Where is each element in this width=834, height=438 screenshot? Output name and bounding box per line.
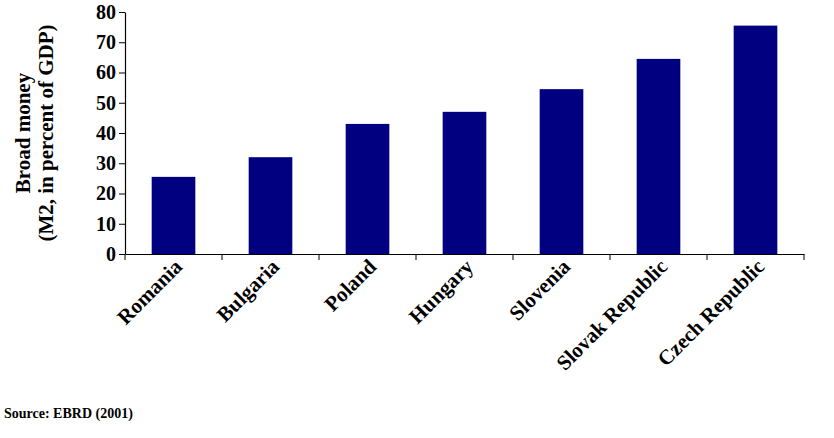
x-axis: Romania Bulgaria Poland Hungary SloveniaSlov…	[112, 254, 804, 375]
y-tick-mark	[119, 12, 125, 13]
plot: 0 10 20 30 40 50 60 70 80 Romania Bulgaria Poland Hu…	[96, 1, 805, 375]
bar	[346, 124, 390, 254]
bar	[734, 26, 778, 254]
y-tick: 80	[96, 1, 125, 23]
y-tick-mark	[119, 73, 125, 74]
bars	[152, 26, 778, 254]
bar	[540, 89, 584, 254]
category-divider	[804, 254, 805, 260]
x-tick: Slovenia	[504, 254, 575, 325]
x-tick: Bulgaria	[212, 254, 285, 327]
x-tick-label: Romania	[112, 254, 187, 329]
x-tick: Poland	[319, 254, 381, 316]
y-axis-title: Broad money(M2, in percent of GDP)	[11, 24, 58, 241]
x-tick: Hungary	[404, 254, 478, 328]
x-axis-line	[126, 254, 805, 255]
bar	[443, 112, 487, 254]
y-tick: 50	[96, 92, 125, 114]
y-tick: 40	[96, 122, 125, 144]
category-divider	[513, 254, 514, 260]
y-axis-line	[125, 13, 126, 255]
y-tick-label: 80	[96, 1, 116, 23]
x-tick: Slovak Republic	[551, 254, 672, 375]
bar	[152, 177, 196, 254]
y-tick: 0	[106, 243, 125, 265]
y-tick-label: 10	[96, 213, 116, 235]
chart: 0 10 20 30 40 50 60 70 80 Romania Bulgaria Poland Hu…	[0, 0, 834, 438]
y-tick: 30	[96, 152, 125, 174]
y-tick-label: 0	[106, 243, 116, 265]
category-divider	[319, 254, 320, 260]
y-tick-mark	[119, 254, 125, 255]
category-divider	[222, 254, 223, 260]
y-tick-mark	[119, 42, 125, 43]
category-divider	[416, 254, 417, 260]
source-note: Source: EBRD (2001)	[4, 406, 133, 422]
category-dividers	[125, 254, 804, 260]
category-divider	[125, 254, 126, 260]
y-tick-mark	[119, 194, 125, 195]
y-tick-mark	[119, 163, 125, 164]
x-tick-label: Slovenia	[504, 254, 575, 325]
y-tick: 70	[96, 31, 125, 53]
y-tick-mark	[119, 103, 125, 104]
y-tick-label: 30	[96, 152, 116, 174]
y-tick-label: 70	[96, 31, 116, 53]
x-tick: Czech Republic	[653, 254, 769, 371]
y-axis-title-line: (M2, in percent of GDP)	[34, 24, 58, 241]
y-tick: 60	[96, 61, 125, 83]
y-axis-title-line: Broad money	[11, 72, 35, 193]
y-tick-label: 40	[96, 122, 116, 144]
x-tick-label: Slovak Republic	[551, 255, 672, 376]
y-tick: 10	[96, 213, 125, 235]
x-tick-label: Poland	[319, 254, 381, 316]
y-axis: 0 10 20 30 40 50 60 70 80	[96, 1, 126, 265]
x-tick-label: Hungary	[404, 254, 478, 328]
y-tick: 20	[96, 182, 125, 204]
y-tick-label: 20	[96, 182, 116, 204]
y-tick-mark	[119, 133, 125, 134]
y-tick-mark	[119, 224, 125, 225]
x-tick-label: Czech Republic	[653, 255, 769, 371]
x-tick: Romania	[112, 254, 187, 329]
y-tick-label: 60	[96, 61, 116, 83]
bar	[637, 59, 681, 254]
x-tick-label: Bulgaria	[212, 254, 285, 327]
category-divider	[707, 254, 708, 260]
category-divider	[610, 254, 611, 260]
bar	[249, 157, 293, 254]
y-tick-label: 50	[96, 92, 116, 114]
